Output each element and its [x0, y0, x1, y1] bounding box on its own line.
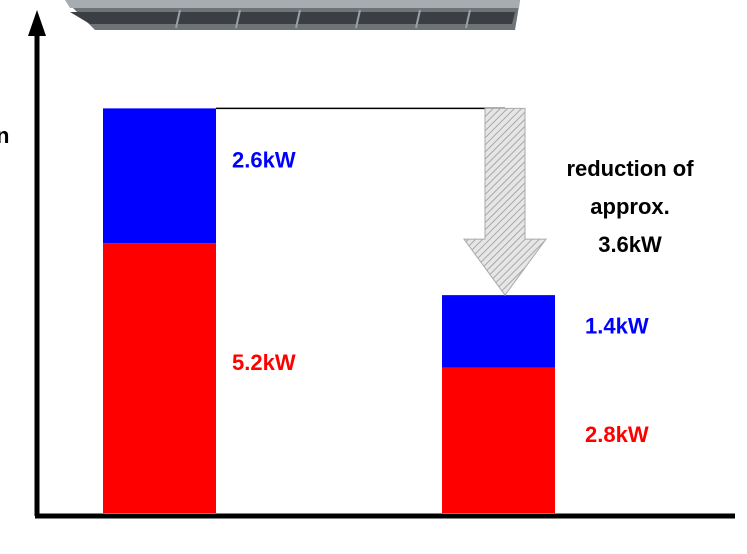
reduction-arrow	[463, 107, 547, 296]
y-axis-label: n	[0, 123, 9, 148]
equipment-photo	[65, 0, 520, 30]
value-label: 5.2kW	[232, 350, 296, 375]
annotation: reduction of approx. 3.6kW	[566, 156, 694, 257]
annotation-line: reduction of	[566, 156, 694, 181]
bar-segment	[442, 295, 555, 368]
value-label: 1.4kW	[585, 313, 649, 338]
axes	[28, 10, 735, 519]
bar-segment	[103, 108, 216, 244]
value-label: 2.8kW	[585, 422, 649, 447]
value-label: 2.6kW	[232, 148, 296, 173]
annotation-line: 3.6kW	[598, 232, 662, 257]
bar-segment	[103, 243, 216, 513]
annotation-line: approx.	[590, 194, 669, 219]
bar-segment	[442, 367, 555, 513]
